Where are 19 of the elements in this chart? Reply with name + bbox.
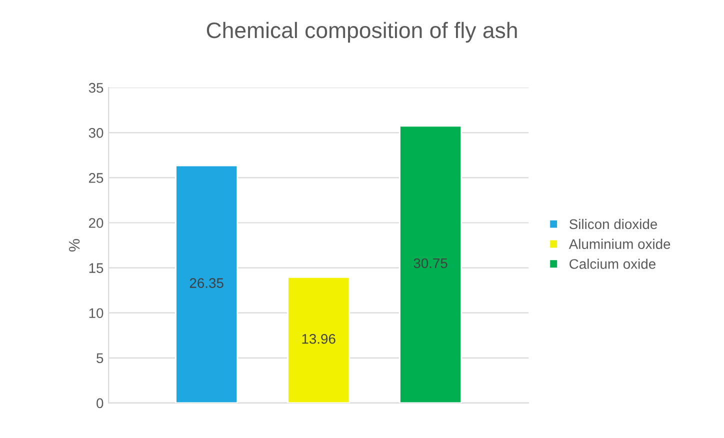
data-label: 26.35: [190, 278, 224, 288]
y-tick-label: 20: [88, 218, 104, 228]
chart-title: Chemical composition of fly ash: [206, 22, 517, 43]
y-tick-label: 15: [89, 263, 104, 273]
y-tick-label: 25: [88, 173, 104, 183]
data-label: 30.75: [414, 258, 448, 268]
bar: [287, 276, 350, 403]
legend-label: Silicon dioxide: [569, 218, 658, 230]
y-tick-label: 10: [89, 308, 104, 318]
data-label: 13.96: [302, 334, 336, 344]
legend-label: Calcium oxide: [570, 258, 656, 269]
y-tick-label: 5: [96, 353, 104, 364]
y-axis-title: %: [68, 239, 80, 252]
legend-label: Aluminium oxide: [568, 238, 670, 250]
y-tick-label: 30: [88, 128, 104, 138]
bar: [399, 125, 462, 403]
y-tick-label: 35: [88, 82, 104, 93]
bar: [175, 164, 238, 403]
y-tick-label: 0: [96, 398, 104, 408]
